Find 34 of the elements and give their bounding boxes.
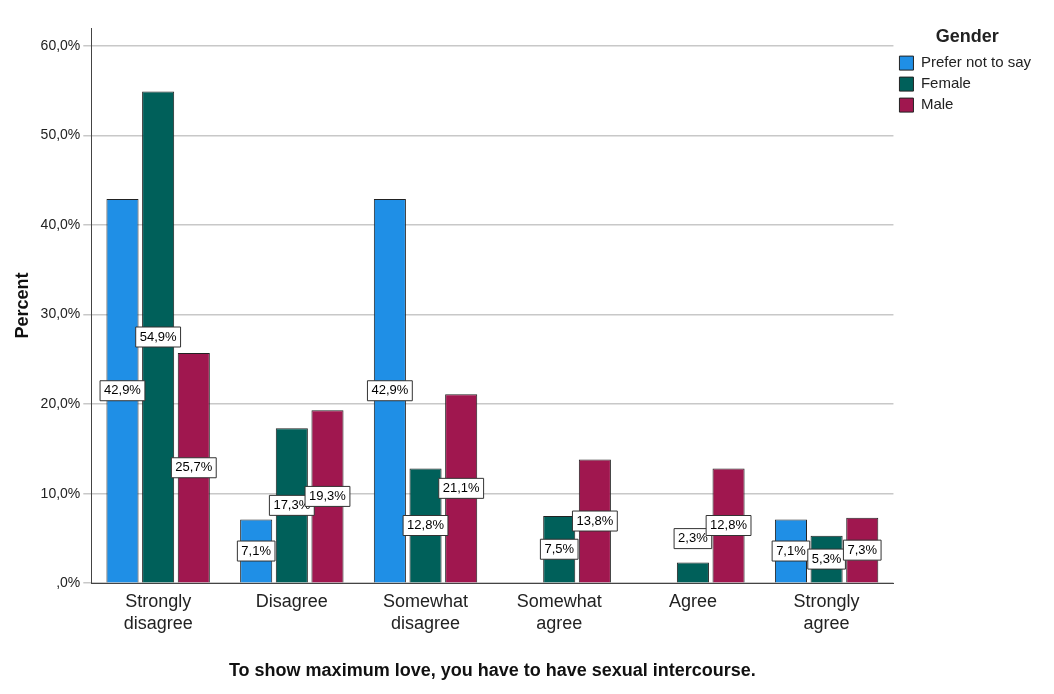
data-label: 12,8% <box>710 517 748 533</box>
data-label: 19,3% <box>309 487 347 503</box>
x-tick-label: Strongly disagree <box>123 590 193 633</box>
data-label: 7,1% <box>776 542 807 558</box>
legend-label: Female <box>920 74 971 92</box>
y-tick-label: 10,0% <box>40 484 81 501</box>
data-label: 13,8% <box>576 512 614 528</box>
y-tick-label: 60,0% <box>40 36 81 53</box>
data-label: 2,3% <box>678 530 709 546</box>
data-label: 7,5% <box>544 540 575 556</box>
y-tick-label: 50,0% <box>40 126 81 143</box>
y-tick-label: 30,0% <box>40 305 81 322</box>
data-label: 25,7% <box>175 459 213 475</box>
y-tick-label: 40,0% <box>40 215 81 232</box>
legend-label: Male <box>920 95 954 113</box>
x-tick-label: Disagree <box>255 590 328 611</box>
y-tick-label: 20,0% <box>40 394 81 411</box>
y-tick-label: ,0% <box>56 574 81 591</box>
data-label: 7,3% <box>847 541 878 557</box>
data-label: 7,1% <box>241 542 272 558</box>
data-label: 5,3% <box>811 550 842 566</box>
x-tick-label: Agree <box>668 590 717 611</box>
x-axis-title: To show maximum love, you have to have sexual intercourse. <box>228 660 756 681</box>
legend-title: Gender <box>935 25 999 46</box>
legend-label: Prefer not to say <box>920 53 1032 71</box>
data-label: 12,8% <box>407 517 445 533</box>
x-tick-label: Somewhat agree <box>516 590 602 633</box>
x-tick-label: Strongly agree <box>793 590 860 633</box>
data-label: 42,9% <box>104 382 142 398</box>
data-label: 54,9% <box>139 328 178 344</box>
data-label: 42,9% <box>371 382 409 398</box>
x-tick-label: Somewhat disagree <box>383 590 469 633</box>
data-label: 21,1% <box>442 479 481 495</box>
y-axis-title: Percent <box>11 272 32 339</box>
